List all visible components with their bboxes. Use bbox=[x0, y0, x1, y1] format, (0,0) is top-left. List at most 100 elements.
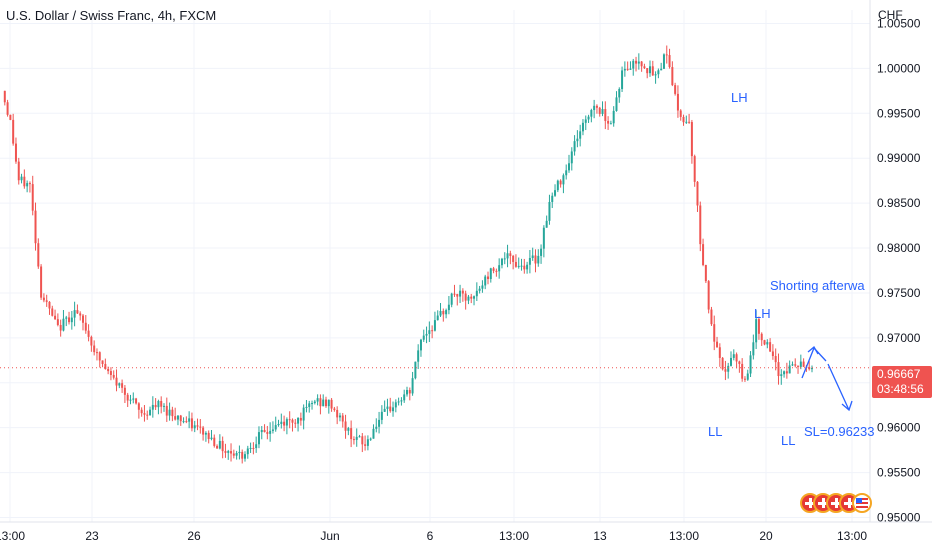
price-tick-label: 1.00000 bbox=[877, 61, 921, 75]
candle-body bbox=[447, 304, 450, 311]
candle-body bbox=[646, 68, 649, 74]
candle-body bbox=[456, 294, 459, 297]
candle-body bbox=[277, 424, 280, 426]
candle-body bbox=[581, 122, 584, 132]
candle-body bbox=[386, 406, 389, 409]
candle-body bbox=[640, 61, 643, 67]
candle-body bbox=[101, 360, 104, 364]
candle-body bbox=[548, 201, 551, 221]
price-tick-label: 0.97500 bbox=[877, 286, 921, 300]
candle-body bbox=[797, 365, 800, 367]
candle-body bbox=[241, 451, 244, 459]
candle-body bbox=[260, 429, 263, 433]
candle-body bbox=[690, 122, 693, 157]
last-price-badge: 0.96667 03:48:56 bbox=[872, 366, 932, 398]
candle-body bbox=[752, 342, 755, 356]
candle-body bbox=[635, 60, 638, 64]
candle-body bbox=[612, 110, 615, 124]
candle-body bbox=[115, 377, 118, 386]
candle-body bbox=[378, 419, 381, 427]
candle-body bbox=[626, 68, 629, 70]
candle-body bbox=[375, 426, 378, 429]
candle-body bbox=[160, 400, 163, 407]
candle-body bbox=[31, 184, 34, 211]
candle-body bbox=[757, 319, 760, 334]
candle-body bbox=[537, 255, 540, 264]
candle-body bbox=[503, 258, 506, 260]
candle-body bbox=[579, 131, 582, 139]
candle-body bbox=[732, 354, 735, 358]
candle-body bbox=[109, 371, 112, 375]
candle-body bbox=[774, 356, 777, 363]
candle-body bbox=[601, 109, 604, 114]
candle-body bbox=[37, 243, 40, 267]
candle-body bbox=[685, 121, 688, 123]
time-axis[interactable]: 13:00 23 26 Jun 6 13:00 13 13:00 20 13:00 bbox=[0, 529, 867, 543]
candle-body bbox=[12, 119, 15, 144]
price-tick-label: 0.99000 bbox=[877, 151, 921, 165]
candle-body bbox=[671, 67, 674, 86]
candle-body bbox=[121, 383, 124, 388]
candle-body bbox=[344, 421, 347, 431]
candle-body bbox=[244, 454, 246, 459]
candle-body bbox=[327, 399, 330, 407]
candle-body bbox=[149, 409, 152, 416]
price-axis[interactable]: 1.00500 1.00000 0.99500 0.99000 0.98500 0.980… bbox=[877, 16, 921, 524]
price-tick-label: 0.98500 bbox=[877, 196, 921, 210]
candle-body bbox=[746, 373, 749, 380]
time-tick-label: 23 bbox=[85, 529, 99, 543]
price-tick-label: 1.00500 bbox=[877, 16, 921, 30]
candle-body bbox=[665, 54, 668, 56]
candle-body bbox=[559, 180, 562, 185]
arrow-head-up bbox=[807, 346, 819, 355]
candle-body bbox=[48, 301, 51, 309]
candle-body bbox=[565, 170, 568, 176]
candle-body bbox=[263, 429, 266, 433]
candle-body bbox=[439, 310, 442, 316]
candle-body bbox=[336, 409, 339, 418]
candle-body bbox=[702, 244, 705, 266]
candle-body bbox=[59, 324, 62, 331]
projection-arrows bbox=[801, 346, 853, 412]
candle-body bbox=[325, 399, 327, 407]
candle-body bbox=[428, 330, 431, 334]
candle-body bbox=[531, 255, 534, 259]
candle-body bbox=[140, 409, 143, 414]
candle-body bbox=[82, 315, 84, 323]
annotation-stop-loss[interactable]: SL=0.96233 bbox=[804, 424, 875, 439]
candle-body bbox=[433, 320, 436, 331]
candle-body bbox=[297, 417, 300, 424]
candle-body bbox=[224, 451, 227, 453]
candle-body bbox=[693, 156, 696, 182]
candle-body bbox=[411, 378, 414, 394]
candle-body bbox=[179, 415, 182, 422]
candle-body bbox=[269, 430, 272, 434]
events-icons[interactable] bbox=[800, 493, 872, 513]
candle-body bbox=[193, 425, 196, 429]
candle-body bbox=[562, 175, 565, 185]
candle-body bbox=[129, 399, 132, 401]
candle-body bbox=[436, 315, 439, 321]
last-price-value: 0.96667 bbox=[877, 367, 921, 381]
candle-body bbox=[467, 296, 470, 301]
annotation-ll-1[interactable]: LL bbox=[708, 424, 723, 439]
annotation-shorting[interactable]: Shorting afterwa bbox=[770, 278, 865, 293]
us-flag-icon[interactable] bbox=[852, 493, 872, 513]
candle-body bbox=[34, 210, 37, 244]
candle-body bbox=[621, 70, 624, 90]
annotation-ll-2[interactable]: LL bbox=[781, 433, 796, 448]
candle-body bbox=[252, 447, 255, 449]
candle-body bbox=[526, 264, 529, 270]
candle-body bbox=[651, 66, 654, 76]
candle-body bbox=[590, 110, 593, 117]
candle-body bbox=[305, 406, 308, 408]
candle-body bbox=[68, 317, 71, 323]
candle-body bbox=[392, 407, 395, 412]
candle-body bbox=[123, 387, 126, 395]
candle-body bbox=[132, 398, 135, 400]
annotation-lh-top[interactable]: LH bbox=[731, 90, 748, 105]
candle-body bbox=[780, 374, 783, 377]
annotation-lh-mid[interactable]: LH bbox=[754, 306, 771, 321]
candle-body bbox=[710, 309, 713, 325]
